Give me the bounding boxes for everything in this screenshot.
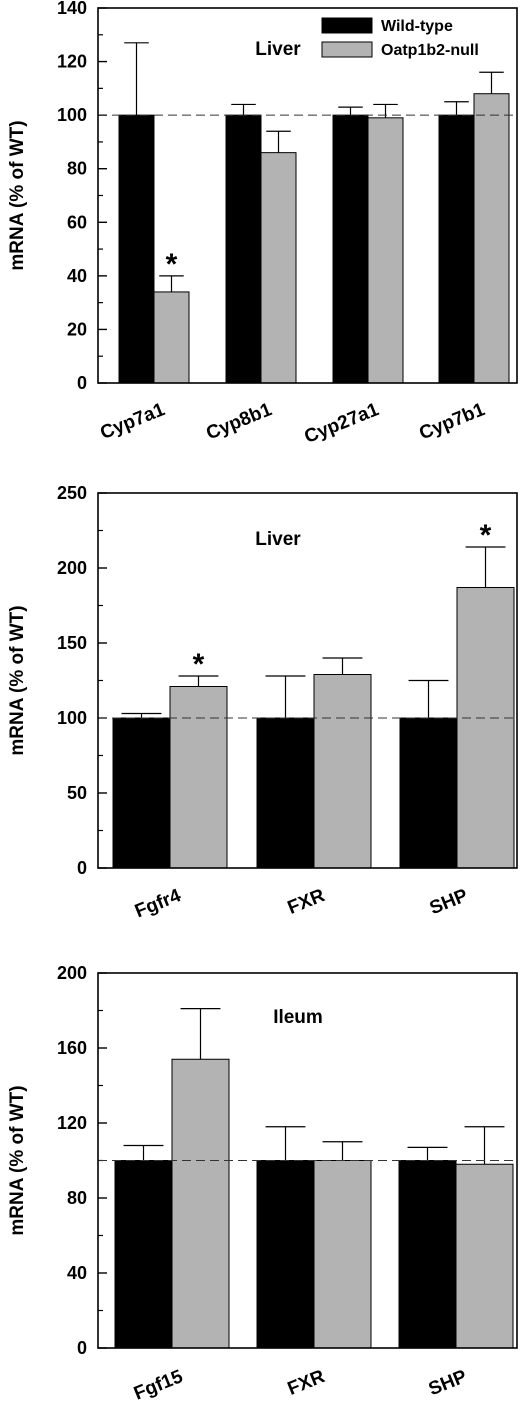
y-tick-label: 160 [57, 1038, 87, 1058]
legend-swatch [321, 41, 373, 58]
bar [473, 93, 510, 384]
panel-title: Liver [255, 39, 301, 60]
category-label: Cyp7b1 [416, 399, 488, 444]
significance-mark: * [166, 248, 178, 281]
category-label: Fgfr4 [132, 885, 184, 922]
category-label: Cyp27a1 [302, 399, 383, 448]
y-tick-label: 100 [57, 708, 87, 728]
y-tick-label: 100 [57, 105, 87, 125]
plot-frame [97, 7, 518, 384]
category-label: FXR [285, 885, 328, 919]
plot-frame [97, 972, 518, 1349]
y-tick-label: 60 [67, 212, 87, 232]
y-tick-label: 120 [57, 52, 87, 72]
bar [455, 1163, 514, 1349]
bar [438, 114, 475, 384]
y-tick-label: 140 [57, 0, 87, 18]
significance-mark: * [480, 519, 492, 552]
y-axis-title: mRNA (% of WT) [7, 1085, 28, 1235]
y-tick-label: 200 [57, 558, 87, 578]
category-label: Fgf15 [131, 1366, 186, 1405]
bar [225, 114, 262, 384]
bar [313, 1160, 372, 1349]
bar [313, 674, 372, 869]
y-tick-label: 80 [67, 159, 87, 179]
category-label: Cyp7a1 [97, 399, 168, 444]
legend: Wild-type Oatp1b2-null [321, 17, 479, 59]
chart-panel-3: 0 40 80 120 160 200 mRNA (% of WT) Ileum Fgf15 FX… [7, 963, 518, 1405]
bar [367, 117, 404, 384]
y-tick-label: 50 [67, 783, 87, 803]
y-tick-label: 40 [67, 1263, 87, 1283]
chart-panel-1: 0 20 40 60 80 100 120 140 mRNA (% of WT) Liver Cyp… [7, 0, 518, 448]
y-tick-label: 40 [67, 266, 87, 286]
bar [171, 1058, 230, 1349]
bar [114, 1160, 173, 1349]
bar [256, 1160, 315, 1349]
panel-title: Liver [255, 529, 301, 550]
chart-panel-2: 0 50 100 150 200 250 mRNA (% of WT) Liver Fgfr4 F… [7, 483, 518, 922]
y-tick-label: 80 [67, 1188, 87, 1208]
bar [332, 114, 369, 384]
legend-swatch [321, 17, 373, 34]
y-axis-title: mRNA (% of WT) [7, 605, 28, 755]
y-tick-label: 20 [67, 319, 87, 339]
y-tick-label: 150 [57, 633, 87, 653]
y-tick-label: 0 [77, 1338, 87, 1358]
bar [256, 717, 315, 869]
bar [398, 1160, 457, 1349]
bar [399, 717, 458, 869]
bar [153, 291, 190, 384]
bar [169, 686, 228, 869]
legend-label: Oatp1b2-null [381, 42, 479, 59]
y-tick-label: 250 [57, 483, 87, 503]
panel-title: Ileum [273, 1007, 323, 1028]
bar [260, 152, 297, 384]
category-label: Cyp8b1 [203, 399, 275, 444]
category-label: SHP [427, 885, 471, 919]
y-tick-label: 120 [57, 1113, 87, 1133]
bar [456, 587, 515, 869]
legend-label: Wild-type [381, 18, 453, 35]
bar [118, 114, 155, 384]
y-tick-label: 0 [77, 858, 87, 878]
y-tick-label: 200 [57, 963, 87, 983]
bar [112, 717, 171, 869]
y-axis-title: mRNA (% of WT) [7, 120, 28, 270]
y-tick-label: 0 [77, 373, 87, 393]
category-label: FXR [285, 1366, 328, 1400]
significance-mark: * [193, 648, 205, 681]
category-label: SHP [426, 1366, 470, 1400]
plot-frame [97, 492, 518, 869]
